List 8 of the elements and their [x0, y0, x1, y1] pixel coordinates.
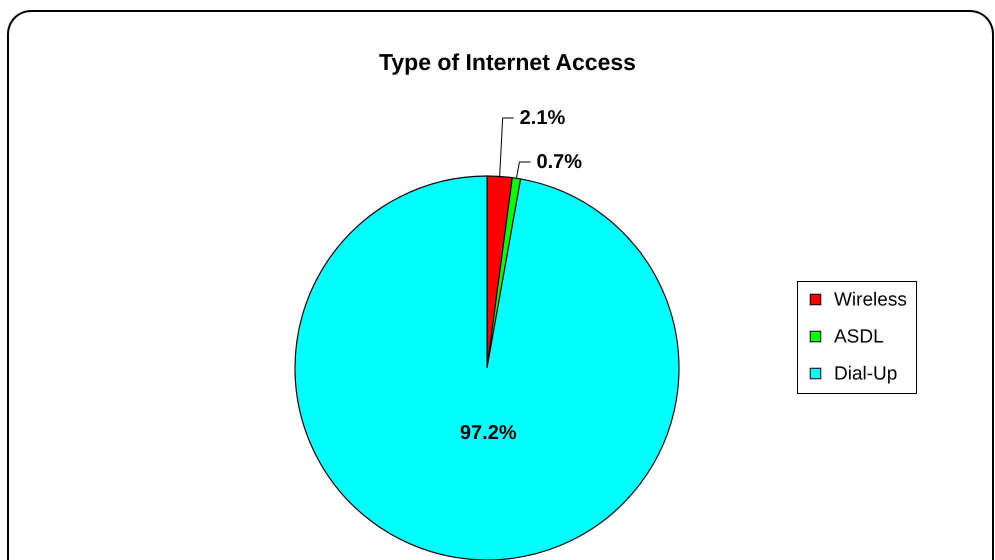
pie-slice	[294, 175, 680, 560]
legend-label: Wireless	[834, 290, 907, 310]
data-label: 97.2%	[460, 422, 517, 444]
legend-label: Dial-Up	[834, 364, 898, 384]
data-label: 2.1%	[520, 107, 566, 129]
chart-title: Type of Internet Access	[379, 49, 636, 75]
data-label: 0.7%	[536, 151, 582, 173]
legend-label: ASDL	[834, 326, 884, 348]
